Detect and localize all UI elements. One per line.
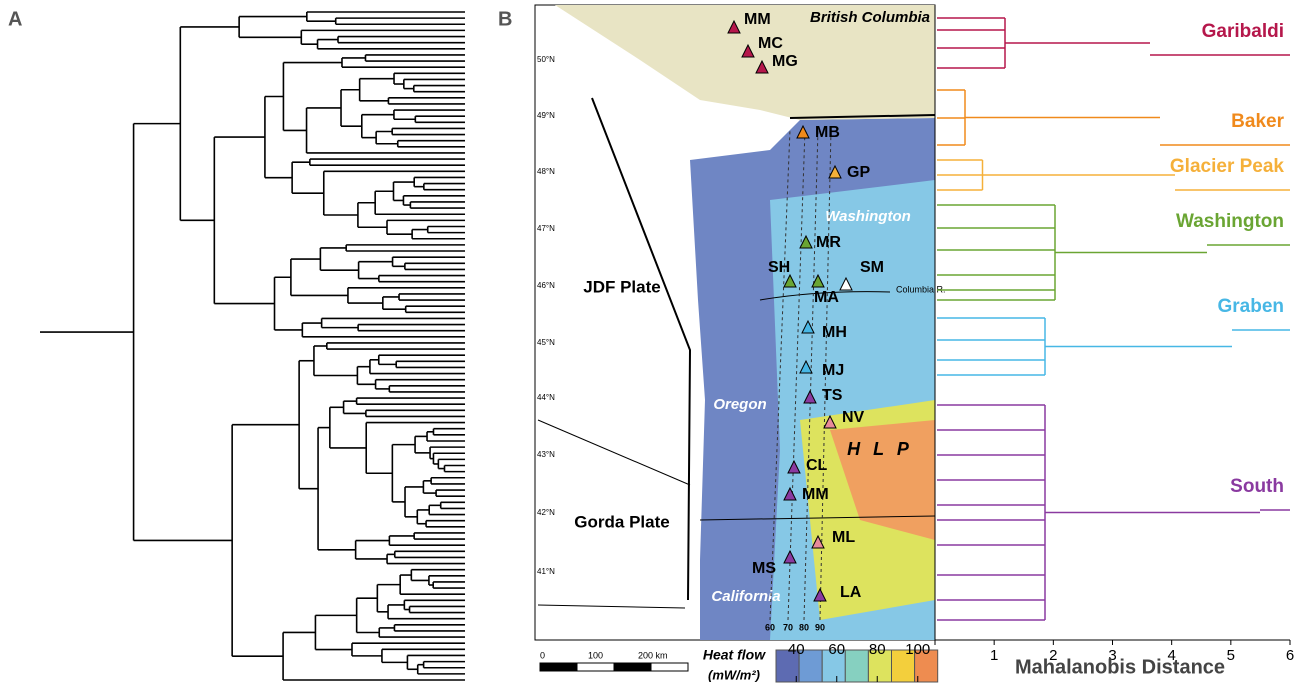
legend-tick-label: 60 (828, 641, 845, 658)
scale-segment (577, 663, 614, 671)
legend-tick-label: 100 (905, 641, 930, 658)
volcano-label: SH (768, 259, 790, 276)
volcano-label: MG (772, 53, 798, 70)
group-label: Graben (1217, 296, 1284, 317)
group-label: Baker (1231, 111, 1284, 132)
region: Oregon (713, 396, 766, 413)
latitude: 44°N (537, 393, 555, 402)
x-tick-label: 5 (1227, 647, 1235, 664)
volcano-label: MA (814, 289, 839, 306)
latitude: 49°N (537, 111, 555, 120)
scale-label: 100 (588, 650, 603, 660)
volcano-label: MM (802, 486, 829, 503)
isotherm-label: 70 (783, 622, 793, 632)
group-label: Glacier Peak (1170, 156, 1285, 177)
scale-label: 0 (540, 650, 545, 660)
volcano-label: MR (816, 234, 841, 251)
latitude: 41°N (537, 567, 555, 576)
x-axis-label: Mahalanobis Distance (1015, 656, 1225, 678)
scale-label: 200 km (638, 650, 668, 660)
latitude: 45°N (537, 338, 555, 347)
group-label: South (1230, 476, 1284, 497)
legend-tick-label: 40 (788, 641, 805, 658)
isotherm-label: 80 (799, 622, 809, 632)
panel-label: A (8, 8, 22, 30)
panel-label: B (498, 8, 512, 30)
latitude: 50°N (537, 55, 555, 64)
region: California (711, 588, 780, 605)
hlp-label: H L P (847, 439, 913, 459)
legend-title: Heat flow (703, 647, 766, 663)
volcano-label: CL (806, 457, 828, 474)
scale-segment (614, 663, 651, 671)
legend-swatch (845, 650, 868, 682)
x-tick-label: 6 (1286, 647, 1294, 664)
isotherm-label: 90 (815, 622, 825, 632)
volcano-label: MS (752, 560, 776, 577)
volcano-label: NV (842, 409, 865, 426)
dendrogram-a (40, 12, 465, 680)
volcano-label: MJ (822, 362, 844, 379)
volcano-label: TS (822, 387, 843, 404)
map: Columbia R. British Columbia Washington … (535, 5, 946, 640)
region: Washington (825, 208, 911, 225)
legend-unit: (mW/m²) (708, 667, 760, 682)
isotherm-label: 60 (765, 622, 775, 632)
latitude: 46°N (537, 281, 555, 290)
latitude: 42°N (537, 508, 555, 517)
figure: A B Columbia R. British Columbia Washing… (0, 0, 1298, 688)
volcano-label: MC (758, 35, 783, 52)
group-label: Garibaldi (1202, 21, 1284, 42)
group-label: Washington (1176, 211, 1284, 232)
scale-segment (651, 663, 688, 671)
volcano-label: LA (840, 584, 862, 601)
latitude: 48°N (537, 167, 555, 176)
volcano-label: MB (815, 124, 840, 141)
legend-tick-label: 80 (869, 641, 886, 658)
latitude: 43°N (537, 450, 555, 459)
volcano-label: GP (847, 164, 870, 181)
latitude: 47°N (537, 224, 555, 233)
volcano-label: MH (822, 324, 847, 341)
volcano-label: SM (860, 259, 884, 276)
plate: JDF Plate (583, 277, 660, 296)
volcano-label: MM (744, 11, 771, 28)
volcano-label: ML (832, 529, 855, 546)
x-tick-label: 1 (990, 647, 998, 664)
scale-segment (540, 663, 577, 671)
region: British Columbia (810, 9, 930, 26)
plate: Gorda Plate (574, 512, 669, 531)
